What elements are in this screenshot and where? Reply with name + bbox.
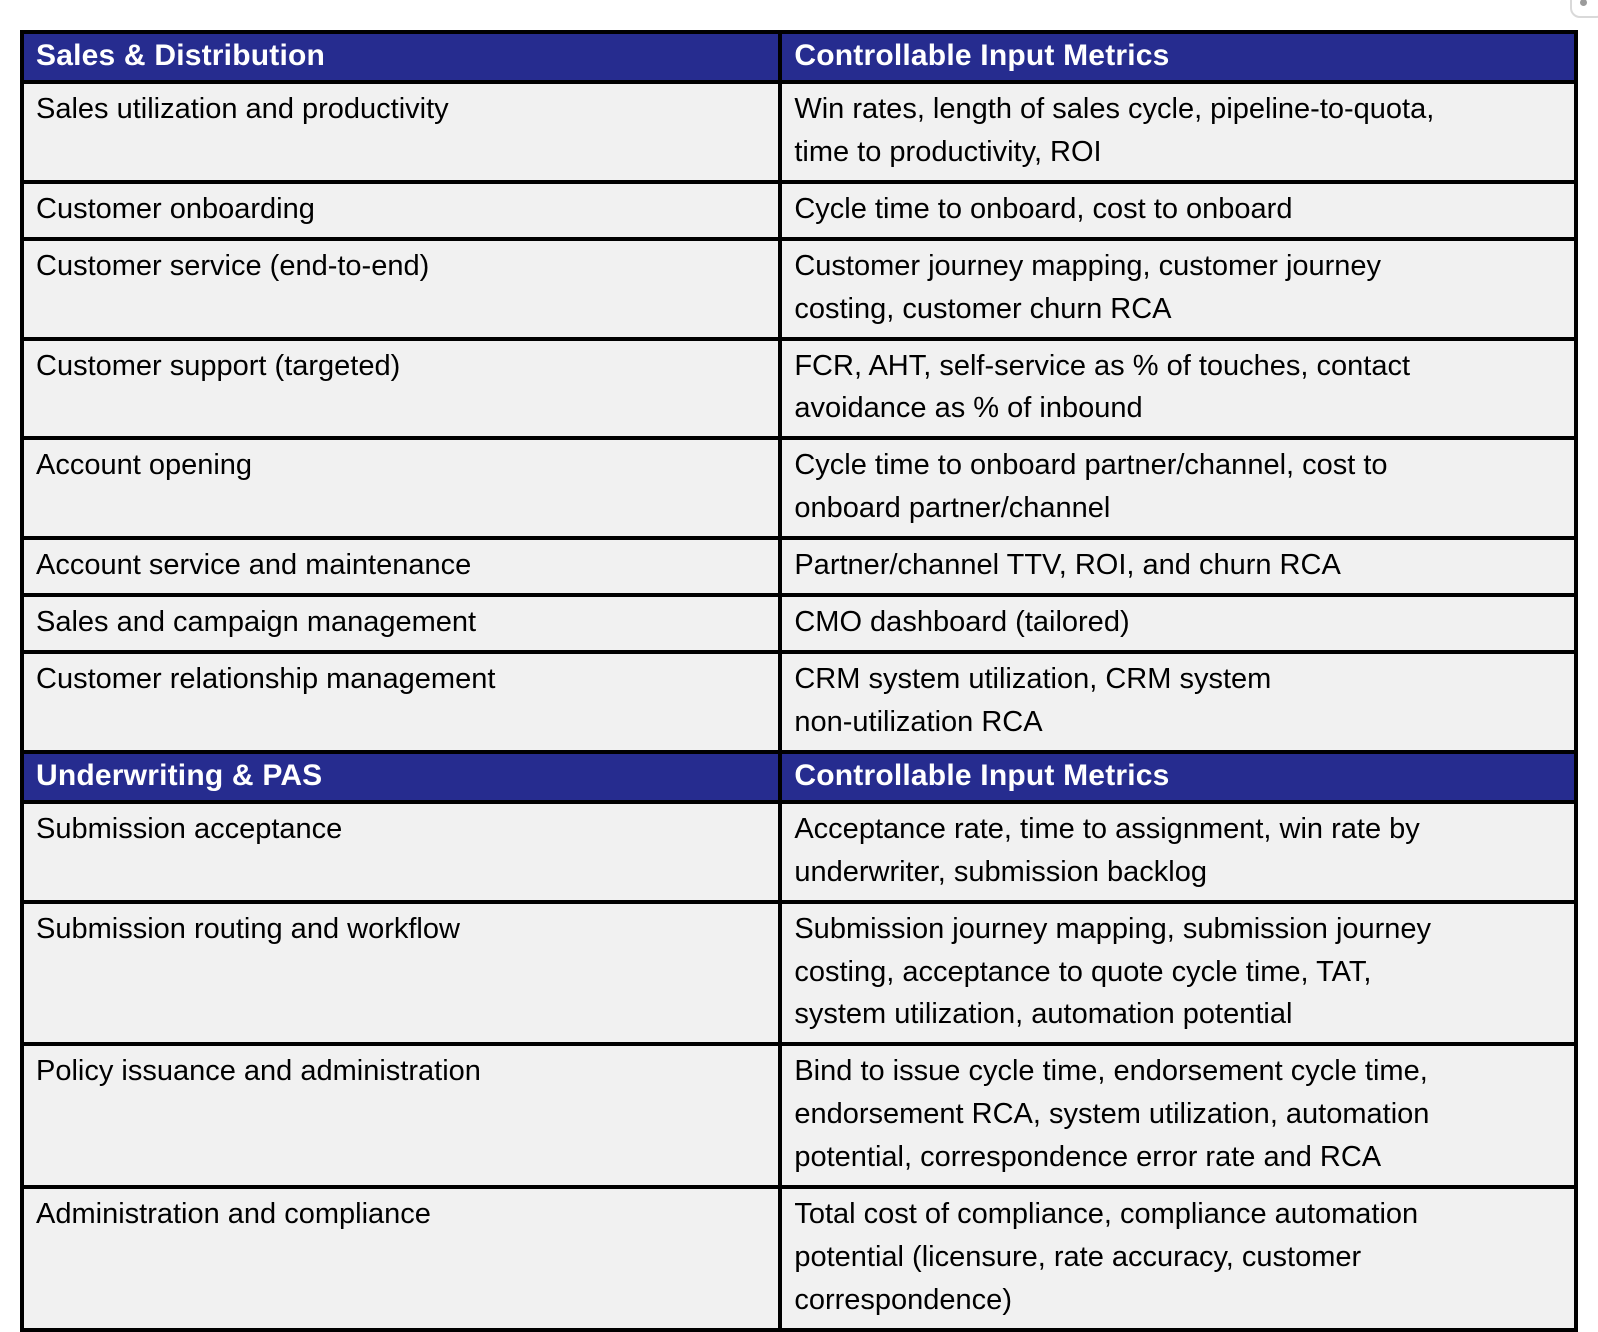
process-cell: Sales and campaign management: [19, 593, 783, 654]
process-cell: Account opening: [19, 436, 783, 541]
table-row: Customer onboarding Cycle time to onboar…: [19, 179, 1578, 241]
metrics-document: Sales & Distribution Controllable Input …: [19, 30, 1578, 1332]
table-row: Customer service (end-to-end) Customer j…: [19, 236, 1578, 341]
controllable-input-metrics-table: Sales & Distribution Controllable Input …: [19, 30, 1578, 1332]
section-header-sales-distribution: Sales & Distribution Controllable Input …: [19, 30, 1578, 84]
section-title-underwriting-pas: Underwriting & PAS: [19, 749, 783, 804]
process-cell: Administration and compliance: [19, 1185, 783, 1332]
section-header-underwriting-pas: Underwriting & PAS Controllable Input Me…: [19, 749, 1578, 804]
process-cell: Policy issuance and administration: [19, 1042, 783, 1190]
process-cell: Customer service (end-to-end): [19, 236, 783, 341]
metrics-cell: Cycle time to onboard, cost to onboard: [778, 179, 1578, 241]
table-row: Account opening Cycle time to onboard pa…: [19, 436, 1578, 541]
table-row: Account service and maintenance Partner/…: [19, 536, 1578, 598]
metrics-cell: FCR, AHT, self-service as % of touches, …: [778, 336, 1578, 441]
metrics-cell: Total cost of compliance, compliance aut…: [778, 1185, 1578, 1332]
widget-dot-icon: [1580, 0, 1587, 6]
column-header-controllable-input-metrics: Controllable Input Metrics: [778, 30, 1578, 84]
clipped-corner-widget[interactable]: [1570, 0, 1598, 18]
table-row: Administration and compliance Total cost…: [19, 1185, 1578, 1332]
table-row: Submission acceptance Acceptance rate, t…: [19, 799, 1578, 904]
section-title-sales-distribution: Sales & Distribution: [19, 30, 783, 84]
process-cell: Sales utilization and productivity: [19, 80, 783, 184]
process-cell: Submission routing and workflow: [19, 899, 783, 1047]
column-header-controllable-input-metrics: Controllable Input Metrics: [778, 749, 1578, 804]
metrics-cell: Bind to issue cycle time, endorsement cy…: [778, 1042, 1578, 1190]
table-row: Customer relationship management CRM sys…: [19, 649, 1578, 754]
table-row: Policy issuance and administration Bind …: [19, 1042, 1578, 1190]
process-cell: Customer support (targeted): [19, 336, 783, 441]
table-row: Submission routing and workflow Submissi…: [19, 899, 1578, 1047]
metrics-cell: Partner/channel TTV, ROI, and churn RCA: [778, 536, 1578, 598]
process-cell: Customer relationship management: [19, 649, 783, 754]
metrics-cell: Win rates, length of sales cycle, pipeli…: [778, 80, 1578, 184]
process-cell: Submission acceptance: [19, 799, 783, 904]
metrics-cell: CMO dashboard (tailored): [778, 593, 1578, 654]
table-row: Sales and campaign management CMO dashbo…: [19, 593, 1578, 654]
metrics-cell: Customer journey mapping, customer journ…: [778, 236, 1578, 341]
table-row: Customer support (targeted) FCR, AHT, se…: [19, 336, 1578, 441]
process-cell: Customer onboarding: [19, 179, 783, 241]
metrics-cell: Cycle time to onboard partner/channel, c…: [778, 436, 1578, 541]
metrics-cell: CRM system utilization, CRM system non-u…: [778, 649, 1578, 754]
metrics-cell: Acceptance rate, time to assignment, win…: [778, 799, 1578, 904]
metrics-cell: Submission journey mapping, submission j…: [778, 899, 1578, 1047]
process-cell: Account service and maintenance: [19, 536, 783, 598]
table-row: Sales utilization and productivity Win r…: [19, 80, 1578, 184]
